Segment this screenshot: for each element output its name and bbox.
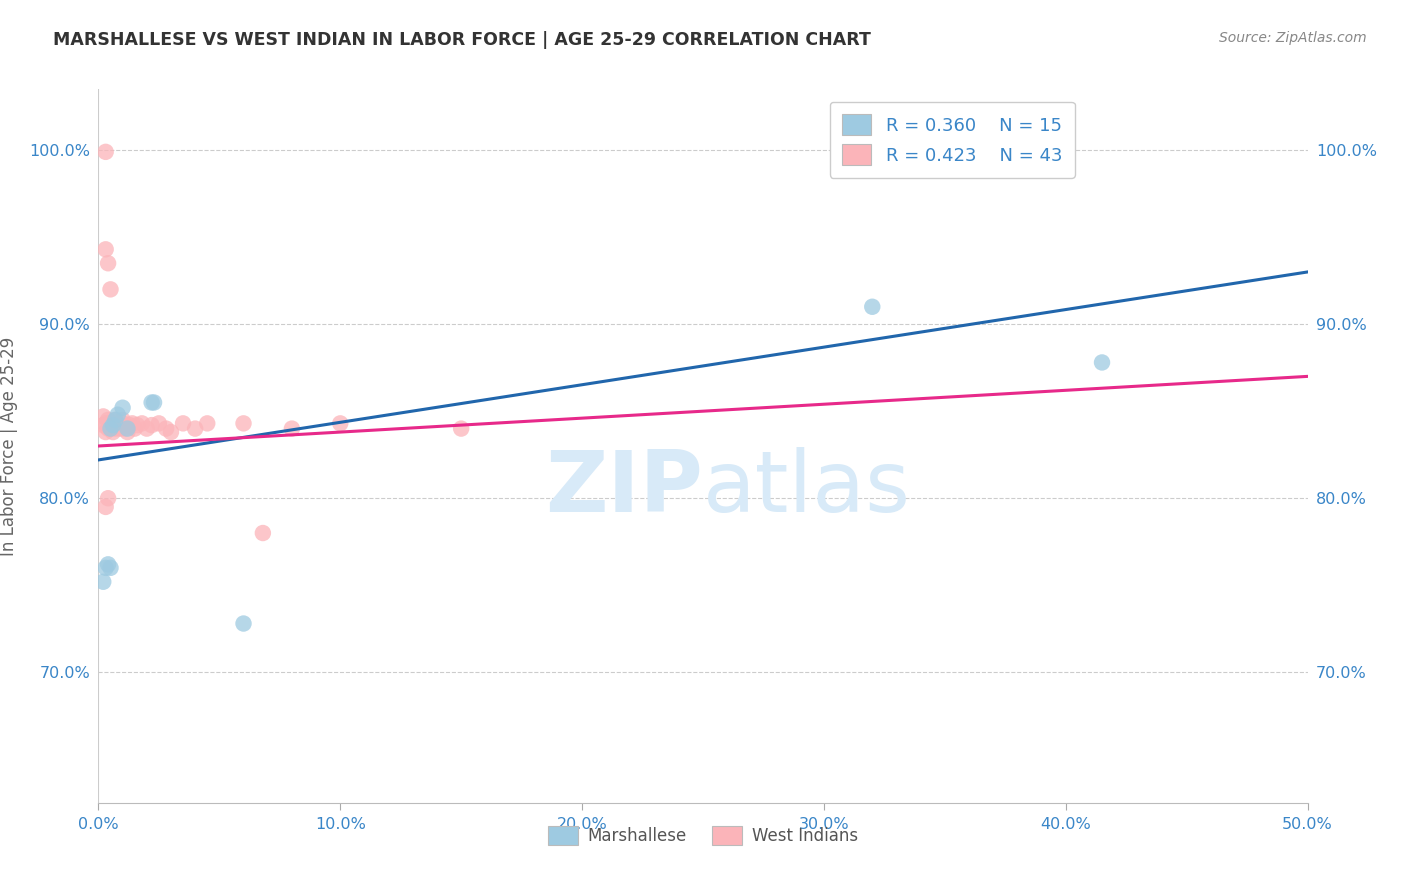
Point — [97, 256, 120, 270]
Point — [111, 401, 134, 415]
Point — [117, 425, 139, 439]
Point — [107, 418, 129, 433]
Point — [111, 413, 134, 427]
Point — [104, 413, 127, 427]
Point — [121, 417, 143, 431]
Point — [117, 421, 139, 435]
Point — [131, 417, 153, 431]
Legend: Marshallese, West Indians: Marshallese, West Indians — [541, 819, 865, 852]
Text: ZIP: ZIP — [546, 447, 703, 531]
Y-axis label: In Labor Force | Age 25-29: In Labor Force | Age 25-29 — [0, 336, 18, 556]
Point — [141, 418, 163, 433]
Point — [281, 421, 304, 435]
Point — [114, 421, 136, 435]
Point — [100, 421, 122, 435]
Point — [91, 574, 114, 589]
Point — [141, 395, 163, 409]
Point — [910, 143, 932, 157]
Point — [101, 418, 124, 433]
Point — [94, 145, 117, 159]
Point — [172, 417, 194, 431]
Point — [100, 561, 122, 575]
Point — [184, 421, 207, 435]
Point — [450, 421, 472, 435]
Point — [101, 418, 124, 433]
Point — [860, 300, 883, 314]
Point — [94, 425, 117, 439]
Point — [232, 616, 254, 631]
Point — [91, 409, 114, 424]
Point — [97, 491, 120, 506]
Point — [97, 558, 120, 572]
Text: MARSHALLESE VS WEST INDIAN IN LABOR FORCE | AGE 25-29 CORRELATION CHART: MARSHALLESE VS WEST INDIAN IN LABOR FORC… — [53, 31, 872, 49]
Point — [135, 421, 157, 435]
Point — [100, 417, 122, 431]
Point — [124, 421, 146, 435]
Point — [107, 408, 129, 422]
Point — [104, 413, 127, 427]
Point — [143, 395, 166, 409]
Point — [155, 421, 177, 435]
Point — [1091, 355, 1114, 369]
Point — [91, 418, 114, 433]
Point — [94, 561, 117, 575]
Text: Source: ZipAtlas.com: Source: ZipAtlas.com — [1219, 31, 1367, 45]
Point — [97, 421, 120, 435]
Point — [329, 417, 352, 431]
Point — [195, 417, 218, 431]
Point — [104, 421, 127, 435]
Text: atlas: atlas — [703, 447, 911, 531]
Point — [232, 417, 254, 431]
Point — [148, 417, 170, 431]
Point — [160, 425, 183, 439]
Point — [97, 413, 120, 427]
Point — [111, 417, 134, 431]
Point — [108, 421, 131, 435]
Point — [252, 526, 274, 541]
Point — [118, 418, 141, 433]
Point — [94, 243, 117, 257]
Point — [100, 421, 122, 435]
Point — [101, 425, 124, 439]
Point — [100, 282, 122, 296]
Point — [94, 500, 117, 514]
Point — [127, 418, 149, 433]
Point — [94, 417, 117, 431]
